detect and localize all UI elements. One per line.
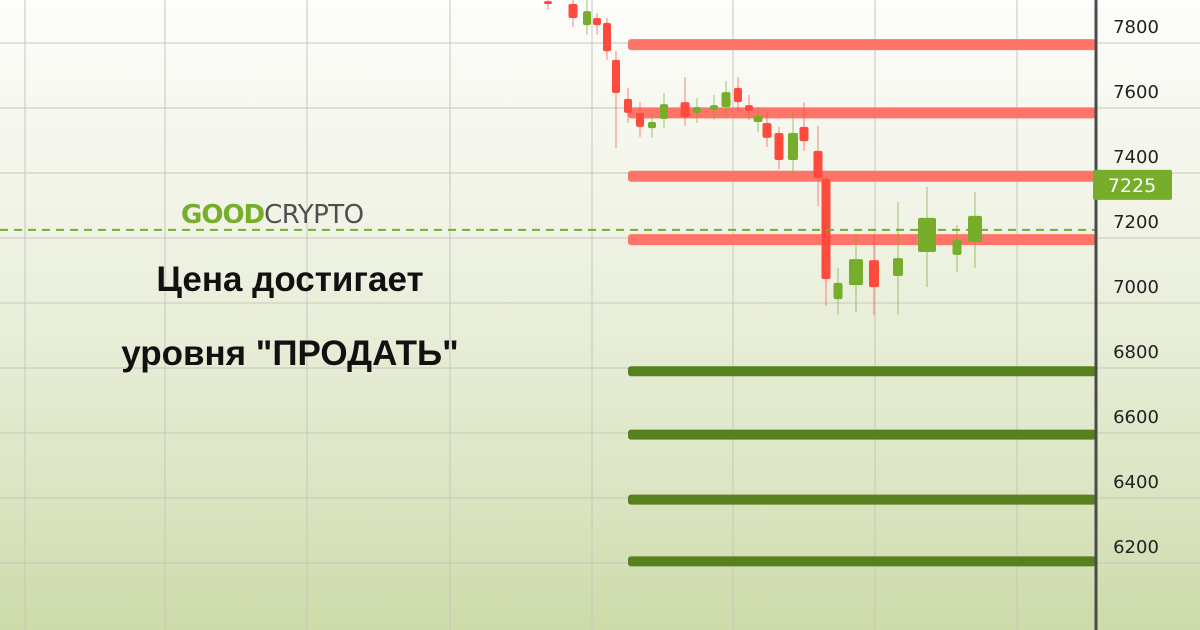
y-tick-label: 7200 xyxy=(1113,212,1159,233)
logo-good: GOOD xyxy=(181,200,265,230)
y-tick-label: 7400 xyxy=(1113,147,1159,168)
candle-down xyxy=(636,112,644,127)
headline-line2: уровня "ПРОДАТЬ" xyxy=(121,334,459,373)
candle-down xyxy=(612,59,620,94)
candle-down xyxy=(568,4,578,18)
candle-up xyxy=(583,11,591,26)
candle-up xyxy=(918,217,936,252)
y-tick-label: 7600 xyxy=(1113,82,1159,103)
candle-down xyxy=(813,150,823,178)
candle-down xyxy=(869,260,879,288)
candle-up xyxy=(693,107,701,113)
candle-down xyxy=(624,98,632,113)
y-tick-label: 6800 xyxy=(1113,342,1159,363)
buy-level-line xyxy=(628,556,1096,567)
current-price-badge xyxy=(1093,169,1172,200)
candle-down xyxy=(774,133,784,160)
candle-up xyxy=(849,259,863,286)
candle-up xyxy=(788,133,798,160)
y-tick-label: 6600 xyxy=(1113,407,1159,428)
candle-down xyxy=(680,102,690,118)
candle-up xyxy=(648,121,656,129)
sell-level-line xyxy=(628,107,1096,119)
candle-up xyxy=(753,116,763,122)
buy-level-line xyxy=(628,429,1096,440)
candle-down xyxy=(762,122,772,138)
headline-line1: Цена достигает xyxy=(156,260,424,299)
candle-down xyxy=(734,87,742,103)
candle-up xyxy=(952,239,962,255)
sell-level-line xyxy=(628,234,1096,246)
y-tick-label: 6200 xyxy=(1113,537,1159,558)
candle-up xyxy=(833,282,843,300)
y-axis: 7800 7600 7400 7200 7000 6800 6600 6400 6200 7225 xyxy=(0,0,1172,630)
candle-up xyxy=(721,92,731,108)
sell-level-line xyxy=(628,39,1096,51)
y-tick-label: 6400 xyxy=(1113,472,1159,493)
candles xyxy=(544,0,982,316)
candle-down xyxy=(603,22,611,52)
goodcrypto-logo: GOODCRYPTO xyxy=(181,198,364,231)
y-tick-label: 7800 xyxy=(1113,17,1159,38)
candle-down xyxy=(593,17,601,26)
y-tick-label: 7000 xyxy=(1113,277,1159,298)
candle-up xyxy=(893,258,903,277)
candle-down xyxy=(544,1,552,5)
candle-up xyxy=(968,215,982,242)
candle-up xyxy=(660,104,668,120)
candle-down xyxy=(799,126,809,142)
buy-level-line xyxy=(628,366,1096,377)
current-price-label: 7225 xyxy=(1108,175,1156,197)
sell-level-line xyxy=(628,170,1096,182)
logo-crypto: CRYPTO xyxy=(264,200,364,230)
candle-down xyxy=(745,105,753,111)
buy-level-line xyxy=(628,494,1096,505)
candle-up xyxy=(710,105,718,110)
